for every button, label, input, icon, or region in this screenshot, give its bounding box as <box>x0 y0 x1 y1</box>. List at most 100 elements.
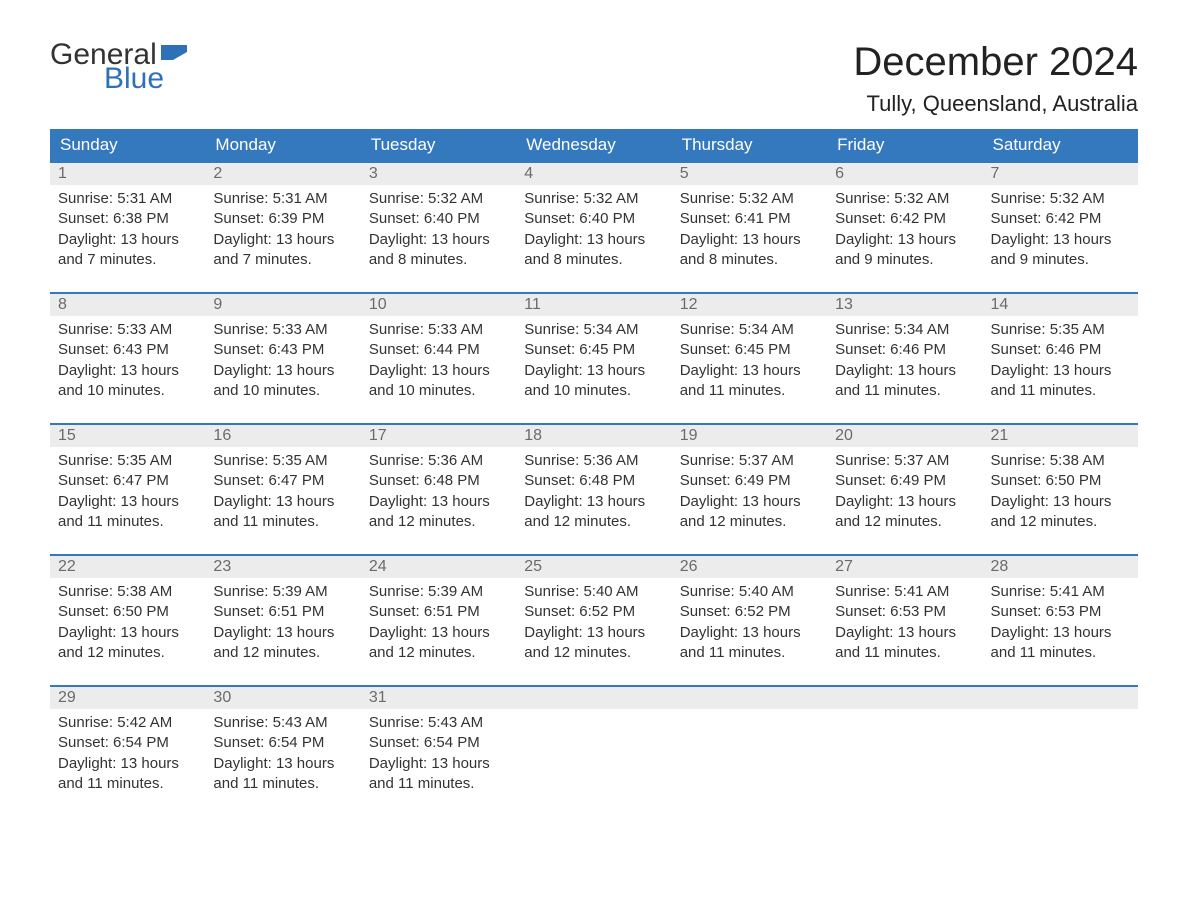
day-number: 25 <box>516 556 671 578</box>
sunrise-line: Sunrise: 5:32 AM <box>991 189 1130 209</box>
day-number: 14 <box>983 294 1138 316</box>
sunset-line: Sunset: 6:41 PM <box>680 209 819 229</box>
daylight-line: Daylight: 13 hours and 10 minutes. <box>369 361 508 402</box>
sunrise-line: Sunrise: 5:31 AM <box>58 189 197 209</box>
day-number: 7 <box>983 163 1138 185</box>
sunrise-line: Sunrise: 5:32 AM <box>680 189 819 209</box>
day-body-empty <box>672 709 827 769</box>
day-body-empty <box>827 709 982 769</box>
day-cell: 3 Sunrise: 5:32 AMSunset: 6:40 PMDaylight… <box>361 162 516 293</box>
day-body: Sunrise: 5:40 AMSunset: 6:52 PMDaylight:… <box>672 578 827 685</box>
daylight-line: Daylight: 13 hours and 7 minutes. <box>58 230 197 271</box>
month-title: December 2024 <box>853 40 1138 85</box>
day-body-empty <box>516 709 671 769</box>
sunset-line: Sunset: 6:49 PM <box>835 471 974 491</box>
daylight-line: Daylight: 13 hours and 8 minutes. <box>524 230 663 271</box>
day-number: 16 <box>205 425 360 447</box>
daylight-line: Daylight: 13 hours and 12 minutes. <box>524 623 663 664</box>
day-number: 6 <box>827 163 982 185</box>
day-number: 12 <box>672 294 827 316</box>
sunset-line: Sunset: 6:48 PM <box>369 471 508 491</box>
sunrise-line: Sunrise: 5:37 AM <box>680 451 819 471</box>
day-body-empty <box>983 709 1138 769</box>
sunset-line: Sunset: 6:42 PM <box>835 209 974 229</box>
day-number: 18 <box>516 425 671 447</box>
day-number: 30 <box>205 687 360 709</box>
day-cell: 4Sunrise: 5:32 AMSunset: 6:40 PMDaylight… <box>516 162 671 293</box>
daylight-line: Daylight: 13 hours and 9 minutes. <box>991 230 1130 271</box>
day-cell: 26Sunrise: 5:40 AMSunset: 6:52 PMDayligh… <box>672 555 827 686</box>
sunrise-line: Sunrise: 5:34 AM <box>835 320 974 340</box>
sunset-line: Sunset: 6:51 PM <box>369 602 508 622</box>
day-cell: 11Sunrise: 5:34 AMSunset: 6:45 PMDayligh… <box>516 293 671 424</box>
day-header: Saturday <box>983 129 1138 162</box>
week-row: 8Sunrise: 5:33 AMSunset: 6:43 PMDaylight… <box>50 293 1138 424</box>
day-cell: 7 Sunrise: 5:32 AMSunset: 6:42 PMDaylight… <box>983 162 1138 293</box>
day-header: Tuesday <box>361 129 516 162</box>
day-body: Sunrise: 5:39 AMSunset: 6:51 PMDaylight:… <box>205 578 360 685</box>
sunset-line: Sunset: 6:42 PM <box>991 209 1130 229</box>
week-row: 1Sunrise: 5:31 AMSunset: 6:38 PMDaylight… <box>50 162 1138 293</box>
day-cell: 18Sunrise: 5:36 AMSunset: 6:48 PMDayligh… <box>516 424 671 555</box>
flag-icon <box>161 42 195 64</box>
sunset-line: Sunset: 6:40 PM <box>369 209 508 229</box>
sunset-line: Sunset: 6:40 PM <box>524 209 663 229</box>
day-cell: 20Sunrise: 5:37 AMSunset: 6:49 PMDayligh… <box>827 424 982 555</box>
sunrise-line: Sunrise: 5:39 AM <box>213 582 352 602</box>
sunset-line: Sunset: 6:38 PM <box>58 209 197 229</box>
sunrise-line: Sunrise: 5:32 AM <box>369 189 508 209</box>
sunset-line: Sunset: 6:52 PM <box>680 602 819 622</box>
day-cell: 27Sunrise: 5:41 AMSunset: 6:53 PMDayligh… <box>827 555 982 686</box>
daylight-line: Daylight: 13 hours and 12 minutes. <box>835 492 974 533</box>
sunset-line: Sunset: 6:46 PM <box>835 340 974 360</box>
day-body: Sunrise: 5:43 AMSunset: 6:54 PMDaylight:… <box>205 709 360 816</box>
daylight-line: Daylight: 13 hours and 12 minutes. <box>58 623 197 664</box>
day-header: Friday <box>827 129 982 162</box>
daylight-line: Daylight: 13 hours and 10 minutes. <box>524 361 663 402</box>
day-cell: 2Sunrise: 5:31 AMSunset: 6:39 PMDaylight… <box>205 162 360 293</box>
sunrise-line: Sunrise: 5:38 AM <box>991 451 1130 471</box>
day-body: Sunrise: 5:34 AMSunset: 6:45 PMDaylight:… <box>516 316 671 423</box>
day-number: 28 <box>983 556 1138 578</box>
day-number-empty <box>672 687 827 709</box>
day-cell: 15Sunrise: 5:35 AMSunset: 6:47 PMDayligh… <box>50 424 205 555</box>
week-row: 15Sunrise: 5:35 AMSunset: 6:47 PMDayligh… <box>50 424 1138 555</box>
daylight-line: Daylight: 13 hours and 8 minutes. <box>369 230 508 271</box>
day-cell: 16Sunrise: 5:35 AMSunset: 6:47 PMDayligh… <box>205 424 360 555</box>
sunrise-line: Sunrise: 5:34 AM <box>680 320 819 340</box>
sunset-line: Sunset: 6:53 PM <box>835 602 974 622</box>
sunset-line: Sunset: 6:54 PM <box>213 733 352 753</box>
sunrise-line: Sunrise: 5:33 AM <box>213 320 352 340</box>
day-body: Sunrise: 5:41 AMSunset: 6:53 PMDaylight:… <box>827 578 982 685</box>
sunrise-line: Sunrise: 5:38 AM <box>58 582 197 602</box>
day-cell: 21Sunrise: 5:38 AMSunset: 6:50 PMDayligh… <box>983 424 1138 555</box>
day-body: Sunrise: 5:32 AMSunset: 6:40 PMDaylight:… <box>516 185 671 292</box>
day-number: 23 <box>205 556 360 578</box>
day-cell: 19Sunrise: 5:37 AMSunset: 6:49 PMDayligh… <box>672 424 827 555</box>
sunrise-line: Sunrise: 5:41 AM <box>991 582 1130 602</box>
day-cell: 25Sunrise: 5:40 AMSunset: 6:52 PMDayligh… <box>516 555 671 686</box>
sunrise-line: Sunrise: 5:35 AM <box>58 451 197 471</box>
day-cell <box>672 686 827 816</box>
sunrise-line: Sunrise: 5:43 AM <box>213 713 352 733</box>
daylight-line: Daylight: 13 hours and 12 minutes. <box>369 492 508 533</box>
sunrise-line: Sunrise: 5:39 AM <box>369 582 508 602</box>
day-body: Sunrise: 5:37 AMSunset: 6:49 PMDaylight:… <box>827 447 982 554</box>
daylight-line: Daylight: 13 hours and 7 minutes. <box>213 230 352 271</box>
day-number: 15 <box>50 425 205 447</box>
daylight-line: Daylight: 13 hours and 11 minutes. <box>213 492 352 533</box>
sunset-line: Sunset: 6:39 PM <box>213 209 352 229</box>
sunrise-line: Sunrise: 5:35 AM <box>991 320 1130 340</box>
daylight-line: Daylight: 13 hours and 10 minutes. <box>58 361 197 402</box>
day-header: Monday <box>205 129 360 162</box>
day-number: 8 <box>50 294 205 316</box>
day-body: Sunrise: 5:42 AMSunset: 6:54 PMDaylight:… <box>50 709 205 816</box>
day-number: 21 <box>983 425 1138 447</box>
day-cell: 6Sunrise: 5:32 AMSunset: 6:42 PMDaylight… <box>827 162 982 293</box>
day-body: Sunrise: 5:34 AMSunset: 6:46 PMDaylight:… <box>827 316 982 423</box>
day-number: 13 <box>827 294 982 316</box>
day-cell: 29Sunrise: 5:42 AMSunset: 6:54 PMDayligh… <box>50 686 205 816</box>
day-number: 3 <box>361 163 516 185</box>
daylight-line: Daylight: 13 hours and 9 minutes. <box>835 230 974 271</box>
day-body: Sunrise: 5:32 AMSunset: 6:41 PMDaylight:… <box>672 185 827 292</box>
